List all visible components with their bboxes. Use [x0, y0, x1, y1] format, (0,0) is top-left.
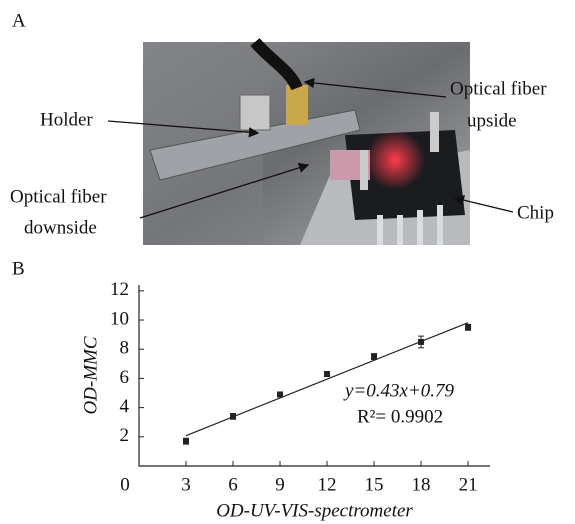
- annotation: y=0.43x+0.79: [343, 380, 455, 401]
- y-tick-label: 8: [120, 338, 130, 359]
- x-tick-label: 21: [459, 474, 478, 495]
- point: [465, 324, 472, 331]
- x-tick-label: 0: [120, 474, 130, 495]
- x-tick-label: 9: [275, 474, 285, 495]
- x-tick-label: 3: [181, 474, 191, 495]
- x-tick-label: 12: [318, 474, 337, 495]
- chart: 2 4 6 8 10 12 0 3 6 9 12 15 18 21 OD-UV-VIS-spectromet…: [80, 279, 490, 521]
- annotation: Optical fiber: [450, 78, 547, 99]
- point: [183, 438, 190, 445]
- annotation: downside: [24, 217, 97, 238]
- panel-label: B: [12, 258, 25, 279]
- annotation: Optical fiber: [10, 186, 107, 207]
- y-tick-label: 4: [120, 396, 130, 417]
- x-tick-label: 18: [412, 474, 431, 495]
- x-tick-label: 15: [365, 474, 384, 495]
- x-axis-label: OD-UV-VIS-spectrometer: [216, 500, 413, 521]
- point: [277, 391, 284, 398]
- y-tick-label: 2: [120, 425, 130, 446]
- annotation: R²= 0.9902: [357, 406, 443, 427]
- panel-label: A: [12, 10, 26, 31]
- annotation: upside: [467, 110, 517, 131]
- axis: [138, 285, 490, 467]
- point: [324, 371, 331, 378]
- annotation: Chip: [517, 202, 554, 223]
- x-tick-label: 6: [228, 474, 238, 495]
- y-tick-label: 6: [120, 367, 130, 388]
- y-tick-label: 12: [110, 279, 129, 300]
- point: [371, 353, 378, 360]
- y-tick-label: 10: [110, 308, 129, 329]
- y-axis-label: OD-MMC: [80, 336, 101, 414]
- point: [418, 338, 425, 345]
- photo: [143, 38, 470, 245]
- point: [230, 413, 237, 420]
- annotation: Holder: [40, 109, 93, 130]
